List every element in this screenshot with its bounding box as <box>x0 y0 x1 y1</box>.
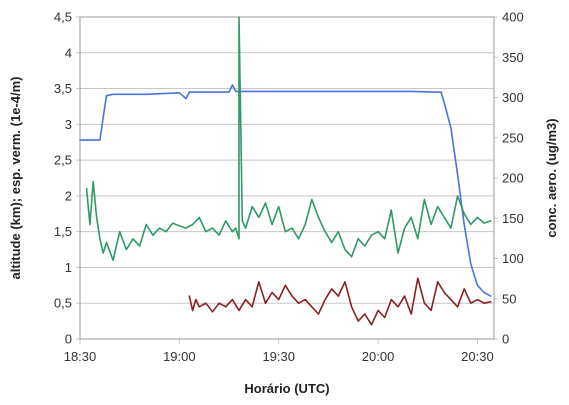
left-y-tick-label: 3 <box>65 117 72 132</box>
left-y-tick-label: 1,5 <box>54 224 72 239</box>
x-tick-label: 20:30 <box>461 349 494 364</box>
left-y-tick-label: 1 <box>65 260 72 275</box>
right-y-tick-label: 200 <box>502 171 524 186</box>
right-y-tick-labels: 0 50 100 150 200 250 300 350 400 <box>502 10 524 347</box>
series-line-1 <box>80 85 491 296</box>
right-y-tick-label: 300 <box>502 90 524 105</box>
right-y-tick-label: 250 <box>502 130 524 145</box>
right-y-tick-label: 100 <box>502 251 524 266</box>
x-tick-label: 18:30 <box>64 349 97 364</box>
x-tick-labels: 18:30 19:00 19:30 20:00 20:30 <box>64 349 494 364</box>
x-tick-label: 19:00 <box>163 349 196 364</box>
plot-frame <box>80 17 494 339</box>
right-y-tick-label: 50 <box>502 291 516 306</box>
left-y-tick-label: 3,5 <box>54 81 72 96</box>
left-y-axis-title: altitude (km); esp. verm. (1e-4/m) <box>8 77 23 280</box>
x-tick-label: 20:00 <box>362 349 395 364</box>
right-y-tick-label: 400 <box>502 10 524 25</box>
x-axis-title: Horário (UTC) <box>244 381 329 396</box>
left-y-tick-labels: 0 0,5 1 1,5 2 2,5 3 3,5 4 4,5 <box>54 10 72 347</box>
left-y-tick-label: 4 <box>65 45 72 60</box>
left-y-tick-label: 2 <box>65 188 72 203</box>
series-line-3 <box>189 278 490 325</box>
right-y-tick-label: 0 <box>502 332 509 347</box>
right-y-axis-title: conc. aero. (ug/m3) <box>544 118 559 237</box>
right-y-tick-label: 350 <box>502 50 524 65</box>
series-layer <box>80 17 491 325</box>
left-y-tick-label: 0,5 <box>54 296 72 311</box>
series-line-2 <box>87 17 491 260</box>
x-tick-label: 19:30 <box>262 349 295 364</box>
left-y-tick-label: 2,5 <box>54 153 72 168</box>
right-y-tick-label: 150 <box>502 211 524 226</box>
left-y-tick-label: 4,5 <box>54 10 72 25</box>
left-y-tick-label: 0 <box>65 332 72 347</box>
